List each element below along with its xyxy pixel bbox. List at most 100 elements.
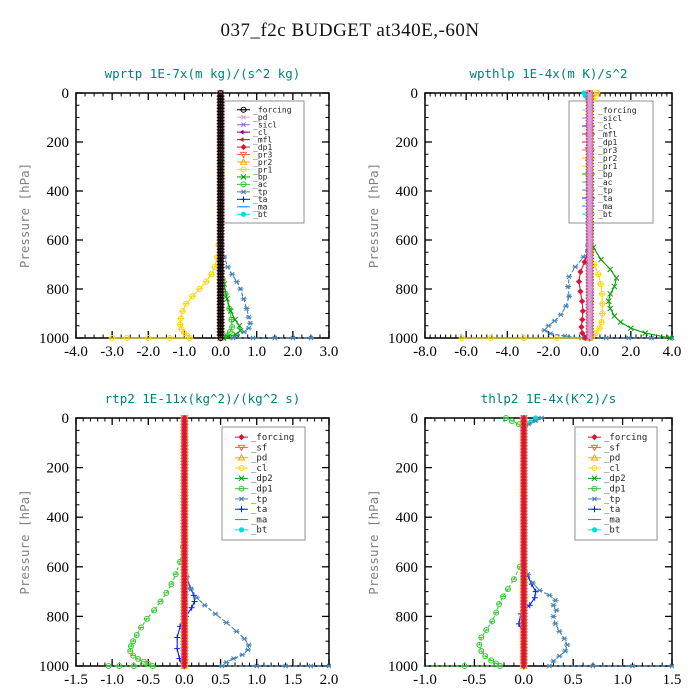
legend-label: _pd [253,113,268,122]
legend-label: _forcing [598,106,637,115]
legend-label: _dp1 [604,484,626,494]
svg-text:1.5: 1.5 [283,672,302,688]
legend-label: _dp1 [251,484,273,494]
legend-label: _sicl [598,114,622,123]
series-_tp [217,90,314,341]
legend-box [221,426,306,541]
subplot-rtp2: -1.5 -1.0 -0.5 0.0 0.5 1.0 1.5 2.0 0 200 400 600 800… [17,391,338,688]
svg-text:0: 0 [411,86,419,102]
legend-label: _pr1 [253,165,272,174]
svg-text:-0.5: -0.5 [463,672,487,688]
svg-text:800: 800 [396,282,419,298]
legend-label: _pr2 [253,158,272,167]
legend-label: _ac [598,178,613,187]
series-_forcing [586,90,593,341]
legend-label: _ta [598,194,613,203]
legend-label: _bt [253,210,268,219]
svg-text:-2.0: -2.0 [537,344,561,360]
svg-text:-3.0: -3.0 [100,344,124,360]
series-_tp [541,90,674,341]
series-_forcing [181,415,188,670]
series-group-rtp2 [105,415,331,670]
legend-box [223,100,305,224]
legend-label: _pr2 [598,154,617,163]
series-_forcing [520,415,527,670]
svg-text:3.0: 3.0 [320,344,339,360]
legend-label: _ma [253,203,268,212]
svg-text:800: 800 [47,282,70,298]
svg-text:400: 400 [396,184,419,200]
svg-text:600: 600 [396,233,419,249]
legend-label: _pr1 [598,162,617,171]
legend-label: _dp2 [604,474,626,484]
legend-label: _ma [604,515,620,525]
legend-label: _dp1 [598,138,617,147]
svg-text:1000: 1000 [39,659,69,675]
svg-text:4.0: 4.0 [663,344,682,360]
legend-label: _cl [253,128,268,137]
svg-text:2.0: 2.0 [320,672,339,688]
legend-rtp2: _forcing_sf_pd_cl_dp2_dp1_tp_ta_ma_bt [221,426,306,541]
svg-text:0: 0 [411,411,419,427]
svg-text:0.0: 0.0 [514,672,533,688]
series-group-wprtp [108,90,314,342]
svg-text:1.0: 1.0 [247,672,266,688]
legend-label: _cl [604,464,620,474]
svg-text:400: 400 [47,510,70,526]
svg-text:800: 800 [396,609,419,625]
plot-frame [424,92,673,339]
svg-text:-8.0: -8.0 [413,344,437,360]
legend-label: _dp1 [253,143,272,152]
svg-text:0.0: 0.0 [580,344,599,360]
series-group-wpthlp [458,90,674,342]
legend-wprtp: _forcing_pd_sicl_cl_mfl_dp1_pr3_pr2_pr1_… [223,100,305,224]
svg-text:400: 400 [396,510,419,526]
svg-text:0.0: 0.0 [175,672,194,688]
subplot-title-thlp2: thlp2 1E-4x(K^2)/s [481,391,616,406]
legend-label: _sf [604,443,620,453]
legend-label: _bt [604,526,620,536]
svg-text:0: 0 [62,86,70,102]
svg-text:2.0: 2.0 [621,344,640,360]
legend-label: _bp [253,173,268,182]
svg-text:-1.0: -1.0 [413,672,437,688]
legend-label: _ta [604,505,620,515]
series-_tp [520,415,674,669]
legend-label: _bp [598,170,613,179]
svg-text:-4.0: -4.0 [64,344,88,360]
svg-text:200: 200 [396,135,419,151]
pressure-axis-label: Pressure [hPa] [17,489,32,594]
legend-label: _forcing [253,106,292,115]
pressure-axis-label: Pressure [hPa] [366,489,381,594]
legend-label: _dp2 [251,474,273,484]
svg-text:1.0: 1.0 [613,672,632,688]
legend-label: _cl [598,122,613,131]
svg-text:200: 200 [396,461,419,477]
svg-text:800: 800 [47,609,70,625]
pressure-axis-label: Pressure [hPa] [17,163,32,268]
svg-text:200: 200 [47,461,70,477]
axes-thlp2: -1.0 -0.5 0.0 0.5 1.0 1.5 0 200 400 600 800 1000 [388,411,681,688]
svg-text:600: 600 [396,560,419,576]
legend-label: _forcing [604,433,647,443]
subplot-title-wpthlp: wpthlp 1E-4x(m K)/s^2 [469,66,627,81]
svg-text:2.0: 2.0 [283,344,302,360]
svg-text:1000: 1000 [388,659,418,675]
svg-text:-1.0: -1.0 [173,344,197,360]
legend-label: _ta [251,505,267,515]
series-_pr1 [458,90,606,341]
plot-frame [424,417,673,667]
legend-label: _ac [253,180,268,189]
legend-label: _tp [251,495,267,505]
series-_dp1 [423,415,527,669]
svg-text:-2.0: -2.0 [136,344,160,360]
svg-text:600: 600 [47,233,70,249]
series-_forcing [217,90,225,341]
legend-label: _tp [604,495,620,505]
svg-text:-4.0: -4.0 [495,344,519,360]
svg-text:-6.0: -6.0 [454,344,478,360]
legend-label: _sicl [253,120,277,129]
legend-label: _sf [251,443,267,453]
svg-text:0.5: 0.5 [564,672,583,688]
